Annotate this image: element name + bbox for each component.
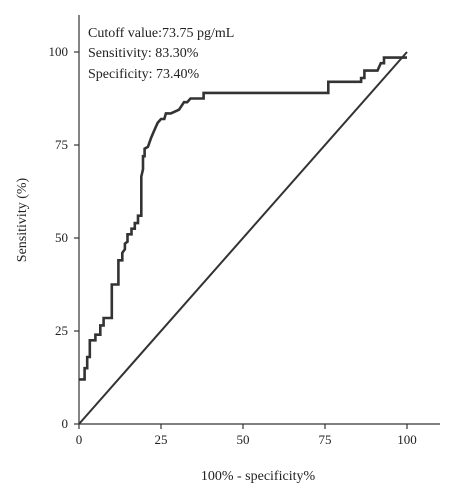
series-layer bbox=[78, 51, 408, 425]
x-axis-label: 100% - specificity% bbox=[201, 469, 316, 484]
x-tick-label: 25 bbox=[155, 432, 168, 447]
y-tick-label: 75 bbox=[55, 137, 68, 152]
y-tick-label: 100 bbox=[49, 44, 69, 59]
x-tick-label: 0 bbox=[76, 432, 83, 447]
y-axis-label: Sensitivity (%) bbox=[15, 177, 30, 262]
y-tick-label: 25 bbox=[55, 323, 68, 338]
annotation-cutoff: Cutoff value:73.75 pg/mL bbox=[88, 26, 234, 41]
x-tick-label: 100 bbox=[397, 432, 417, 447]
y-ticks: 0 25 50 75 100 bbox=[49, 44, 79, 431]
x-tick-label: 50 bbox=[237, 432, 250, 447]
annotation-sensitivity: Sensitivity: 83.30% bbox=[88, 46, 199, 61]
reference-diagonal-line bbox=[78, 51, 408, 425]
x-tick-label: 75 bbox=[319, 432, 332, 447]
y-tick-label: 50 bbox=[55, 230, 68, 245]
roc-curve-line bbox=[79, 56, 407, 381]
axes bbox=[78, 15, 440, 425]
annotation-specificity: Specificity: 73.40% bbox=[88, 67, 200, 82]
x-ticks: 0 25 50 75 100 bbox=[76, 424, 417, 447]
y-tick-label: 0 bbox=[62, 416, 69, 431]
